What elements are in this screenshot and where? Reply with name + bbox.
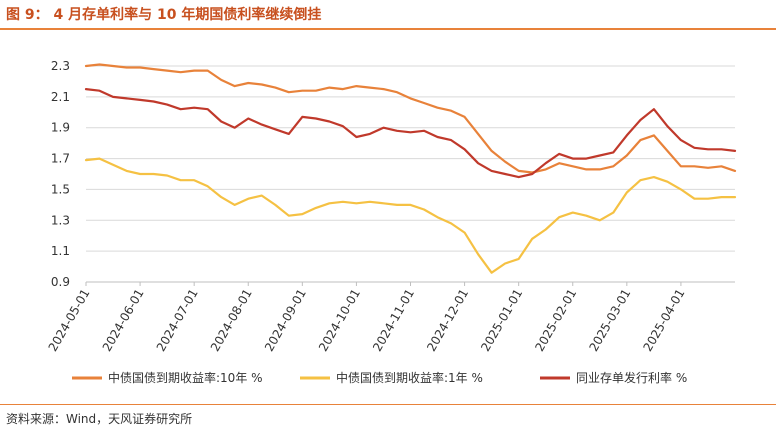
x-axis-ticks: 2024-05-01 2024-06-01 2024-07-01 2024-08-01…	[46, 281, 735, 354]
figure-title: 图 9： 4 月存单利率与 10 年期国债利率继续倒挂	[6, 7, 322, 23]
x-tick-label: 2024-11-01	[370, 287, 417, 354]
series-line	[84, 157, 737, 274]
series-lines	[84, 63, 737, 274]
x-tick-label: 2024-07-01	[154, 287, 201, 354]
x-tick-label: 2024-10-01	[316, 287, 363, 354]
legend-label: 中债国债到期收益率:10年 %	[108, 370, 263, 385]
line-chart: 0.91.11.31.51.71.92.12.3 2024-05-01 2024-…	[46, 59, 737, 385]
legend-label: 中债国债到期收益率:1年 %	[336, 370, 483, 385]
x-tick-label: 2025-01-01	[478, 287, 525, 354]
x-tick-label: 2025-03-01	[586, 287, 633, 354]
y-tick-label: 1.7	[51, 152, 70, 166]
x-tick-label: 2024-09-01	[262, 287, 309, 354]
source-note: 资料来源：Wind，天风证券研究所	[6, 412, 193, 426]
series-line	[84, 63, 737, 174]
y-tick-label: 1.5	[51, 182, 70, 196]
y-tick-label: 1.9	[51, 121, 70, 135]
x-tick-label: 2025-04-01	[641, 287, 688, 354]
title-divider	[0, 28, 776, 30]
x-tick-label: 2024-05-01	[46, 287, 93, 354]
x-tick-label: 2024-12-01	[424, 287, 471, 354]
series-line	[84, 87, 737, 179]
x-tick-label: 2024-06-01	[100, 287, 147, 354]
y-tick-label: 1.3	[51, 213, 70, 227]
y-tick-label: 0.9	[51, 275, 70, 289]
x-tick-label: 2024-08-01	[208, 287, 255, 354]
y-tick-label: 2.3	[51, 59, 70, 73]
legend: 中债国债到期收益率:10年 % 中债国债到期收益率:1年 % 同业存单发行利率 %	[72, 370, 687, 385]
y-tick-label: 2.1	[51, 90, 70, 104]
legend-label: 同业存单发行利率 %	[576, 370, 687, 385]
y-axis-ticks: 0.9 1.1 1.3 1.5 1.7 1.9 2.1 2.3	[51, 59, 70, 289]
x-tick-label: 2025-02-01	[532, 287, 579, 354]
footer-divider	[0, 404, 776, 405]
y-tick-label: 1.1	[51, 244, 70, 258]
